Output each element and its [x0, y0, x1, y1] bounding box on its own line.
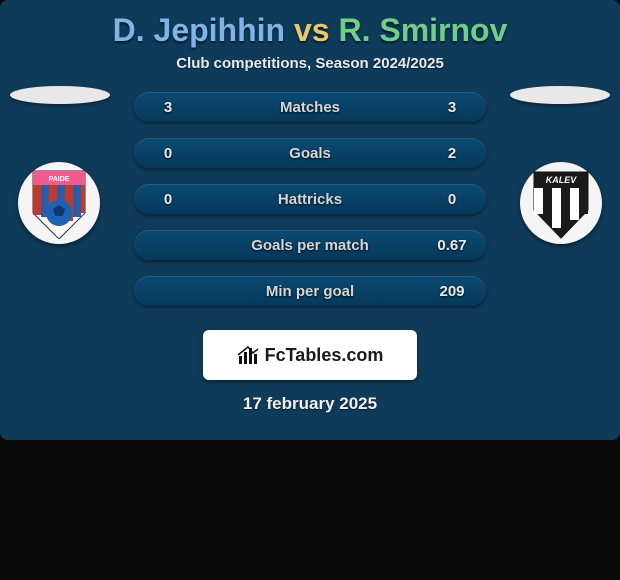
paide-crest-svg: PAIDE: [29, 167, 89, 239]
stats-column: 3 Matches 3 0 Goals 2 0 Hattricks 0 Goal…: [134, 92, 486, 322]
stat-row-matches: 3 Matches 3: [134, 92, 486, 122]
stat-label: Min per goal: [186, 283, 434, 300]
stat-row-goals: 0 Goals 2: [134, 138, 486, 168]
stat-right: 0: [434, 191, 470, 208]
player2-name: R. Smirnov: [338, 12, 507, 48]
stat-row-mpg: Min per goal 209: [134, 276, 486, 306]
stat-label: Hattricks: [186, 191, 434, 208]
stat-left: 0: [150, 191, 186, 208]
platform-left: [10, 86, 110, 104]
player1-name: D. Jepihhin: [113, 12, 285, 48]
branding-box: FcTables.com: [203, 330, 417, 380]
paide-crest: PAIDE: [18, 162, 100, 244]
title: D. Jepihhin vs R. Smirnov: [0, 12, 620, 49]
stat-right: 209: [434, 283, 470, 300]
date: 17 february 2025: [0, 394, 620, 414]
kalev-crest-svg: KALEV: [530, 166, 592, 240]
subtitle: Club competitions, Season 2024/2025: [0, 55, 620, 72]
stat-left: 0: [150, 145, 186, 162]
stat-label: Goals: [186, 145, 434, 162]
stat-row-hattricks: 0 Hattricks 0: [134, 184, 486, 214]
kalev-text: KALEV: [546, 175, 577, 185]
vs-separator: vs: [294, 12, 330, 48]
kalev-crest: KALEV: [520, 162, 602, 244]
branding-text: FcTables.com: [265, 345, 384, 366]
stat-right: 3: [434, 99, 470, 116]
stat-label: Goals per match: [186, 237, 434, 254]
stat-left: 3: [150, 99, 186, 116]
stat-row-gpm: Goals per match 0.67: [134, 230, 486, 260]
kalev-stripes: [534, 188, 588, 228]
stat-label: Matches: [186, 99, 434, 116]
stat-right: 0.67: [434, 237, 470, 254]
barchart-icon: [237, 344, 259, 366]
platform-right: [510, 86, 610, 104]
paide-text: PAIDE: [49, 176, 70, 183]
stat-right: 2: [434, 145, 470, 162]
comparison-card: D. Jepihhin vs R. Smirnov Club competiti…: [0, 0, 620, 440]
body: PAIDE KALEV: [0, 92, 620, 322]
